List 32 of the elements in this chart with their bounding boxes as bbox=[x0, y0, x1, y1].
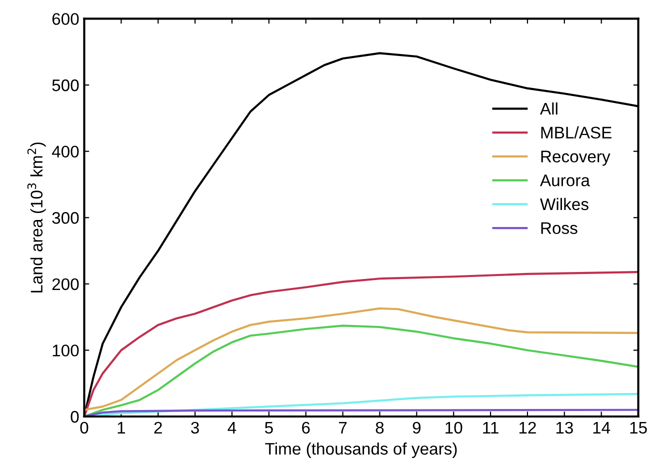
legend-label: Recovery bbox=[541, 150, 610, 166]
x-tick-label: 5 bbox=[264, 422, 273, 434]
x-tick-label: 6 bbox=[302, 422, 310, 434]
legend-label: Ross bbox=[541, 222, 578, 234]
legend-label: MBL/ASE bbox=[541, 126, 612, 139]
x-tick-label: 11 bbox=[483, 422, 498, 434]
x-tick-label: 10 bbox=[446, 422, 462, 434]
x-tick-label: 15 bbox=[630, 422, 647, 434]
line-series bbox=[84, 307, 638, 411]
legend-label: Wilkes bbox=[540, 198, 588, 210]
x-tick-label: 7 bbox=[339, 422, 347, 434]
x-tick-label: 3 bbox=[191, 422, 199, 434]
x-tick-label: 13 bbox=[556, 422, 573, 434]
y-tick-label: 500 bbox=[52, 79, 79, 92]
x-tick-label: 1 bbox=[118, 422, 125, 434]
x-tick-label: 2 bbox=[154, 422, 162, 434]
y-tick-label: 200 bbox=[52, 278, 79, 290]
y-tick-label: 0 bbox=[70, 410, 79, 423]
x-tick-label: 4 bbox=[228, 422, 236, 434]
x-axis-title: Time (thousands of years) bbox=[265, 442, 457, 458]
x-tick-label: 8 bbox=[376, 422, 384, 434]
x-tick-label: 14 bbox=[593, 422, 610, 434]
legend-label: All bbox=[540, 102, 558, 115]
y-tick-label: 400 bbox=[52, 146, 79, 158]
y-axis-title: Land area (10$^{3}$ km$^{2}$) bbox=[27, 142, 46, 292]
y-tick-label: 300 bbox=[52, 212, 79, 224]
y-tick-label: 100 bbox=[52, 344, 79, 356]
x-tick-label: 9 bbox=[412, 422, 421, 434]
y-tick-label: 600 bbox=[52, 13, 79, 25]
x-tick-label: 12 bbox=[519, 422, 536, 434]
legend-label: Aurora bbox=[540, 174, 590, 186]
x-tick-label: 0 bbox=[80, 422, 88, 434]
